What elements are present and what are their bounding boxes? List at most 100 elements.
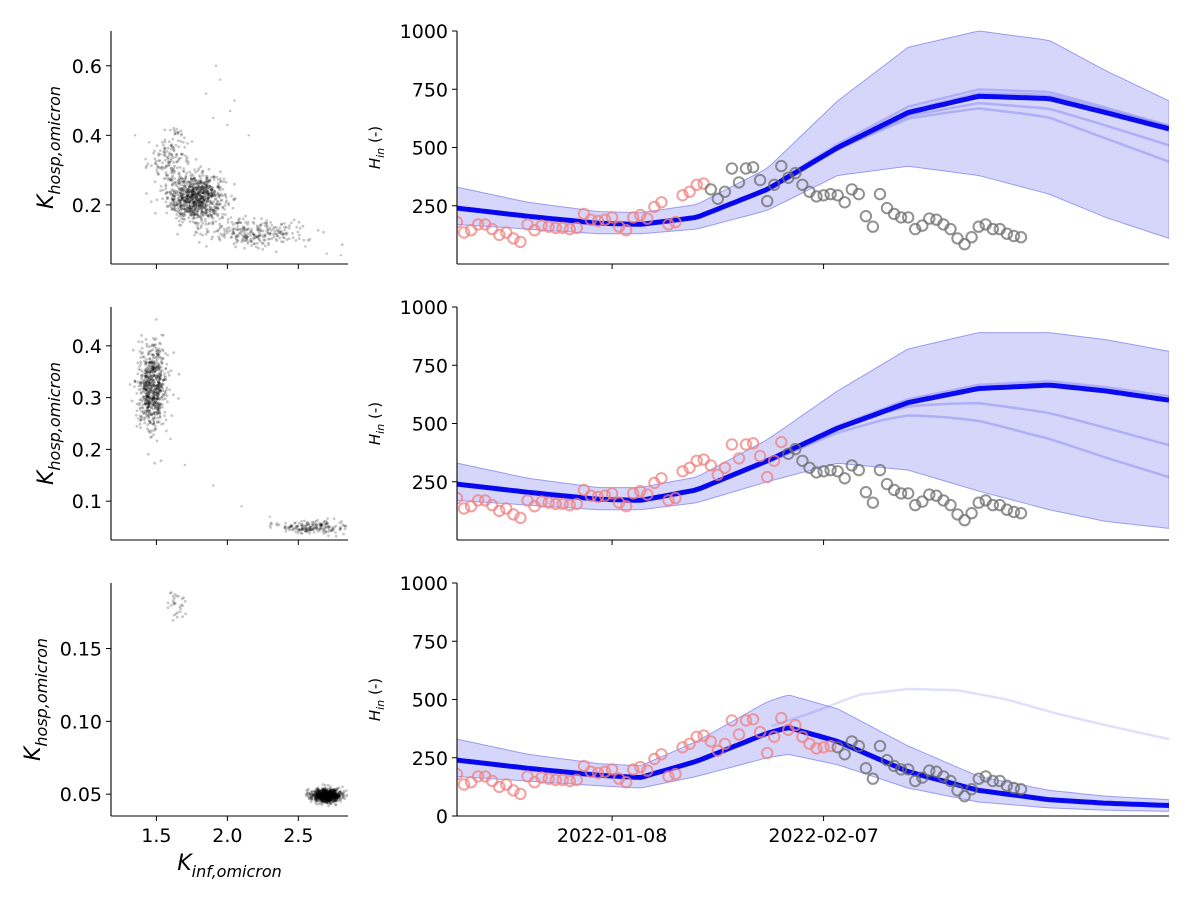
scatter-point <box>235 241 239 244</box>
scatter-point <box>152 353 155 357</box>
scatter-point <box>148 390 152 394</box>
scatter-point <box>249 231 252 235</box>
scatter-point <box>151 407 155 411</box>
scatter-point <box>150 376 154 380</box>
scatter-point <box>326 791 330 795</box>
scatter-point <box>143 377 147 380</box>
scatter-point <box>278 231 282 235</box>
scatter-point <box>200 224 203 228</box>
scatter-point <box>205 210 209 214</box>
scatter-point <box>337 793 341 796</box>
observed-fit-point <box>796 730 809 743</box>
scatter-point <box>176 207 179 210</box>
scatter-point <box>171 169 175 173</box>
scatter-point <box>147 409 151 412</box>
scatter-point <box>322 795 326 799</box>
scatter-point <box>322 230 325 234</box>
scatter-point <box>136 380 140 384</box>
scatter-point <box>152 384 155 387</box>
scatter-point <box>305 792 309 795</box>
scatter-point <box>146 385 150 389</box>
scatter-point <box>202 199 206 202</box>
scatter-point <box>335 795 338 799</box>
scatter-point <box>156 365 160 369</box>
scatter-point <box>185 194 189 197</box>
observed-test-point <box>902 487 915 500</box>
scatter-point <box>198 205 201 209</box>
scatter-point <box>208 184 212 188</box>
scatter-point <box>201 191 205 195</box>
scatter-point <box>202 199 206 203</box>
scatter-point <box>195 224 199 228</box>
scatter-point <box>152 390 156 394</box>
scatter-point <box>192 216 196 220</box>
scatter-point <box>303 519 306 523</box>
scatter-point <box>288 528 292 532</box>
scatter-point <box>297 528 300 532</box>
scatter-point <box>328 798 331 802</box>
scatter-point <box>216 203 219 207</box>
scatter-point <box>151 403 155 407</box>
scatter-point <box>144 381 148 384</box>
scatter-point <box>186 197 189 201</box>
scatter-point <box>250 244 254 248</box>
scatter-point <box>204 223 208 226</box>
observed-test-point <box>838 196 851 209</box>
scatter-point <box>321 794 324 797</box>
scatter-point <box>261 242 265 245</box>
scatter-point <box>190 195 194 199</box>
scatter-point <box>140 381 144 384</box>
scatter-point <box>164 173 168 177</box>
observed-fit-point <box>683 461 696 474</box>
observed-fit-point <box>732 728 746 741</box>
scatter-point <box>194 193 197 197</box>
scatter-point <box>333 796 337 799</box>
scatter-point <box>321 790 324 794</box>
scatter-point <box>146 390 150 393</box>
scatter-point <box>159 184 163 188</box>
scatter-point <box>172 198 176 201</box>
observed-test-point <box>944 774 957 788</box>
scatter-point <box>172 166 176 170</box>
scatter-point <box>204 92 208 95</box>
scatter-point <box>335 793 339 797</box>
scatter-point <box>329 792 333 796</box>
scatter-point <box>145 192 148 195</box>
scatter-point <box>215 229 219 233</box>
scatter-point <box>246 240 250 244</box>
scatter-point <box>199 226 203 230</box>
scatter-point <box>201 191 205 195</box>
scatter-point <box>260 217 263 221</box>
y-tick-label: 0.05 <box>60 784 102 806</box>
scatter-point <box>235 238 239 242</box>
scatter-point <box>146 374 149 378</box>
scatter-point <box>199 194 203 198</box>
scatter-point <box>179 201 183 205</box>
scatter-point <box>241 229 245 233</box>
scatter-point <box>204 183 208 186</box>
scatter-point <box>197 183 201 187</box>
scatter-point <box>328 791 332 795</box>
scatter-point <box>146 409 149 413</box>
observed-fit-point <box>584 765 598 778</box>
scatter-point <box>243 246 246 250</box>
scatter-point <box>194 195 198 199</box>
scatter-point <box>210 176 213 179</box>
scatter-point <box>330 796 334 800</box>
scatter-point <box>269 221 273 224</box>
scatter-point <box>313 793 317 797</box>
scatter-point <box>188 185 192 189</box>
scatter-point <box>172 191 176 194</box>
scatter-point <box>195 216 199 220</box>
scatter-point <box>191 197 195 201</box>
scatter-point <box>205 175 209 178</box>
scatter-point <box>332 794 335 798</box>
scatter-point <box>177 219 181 223</box>
scatter-point <box>326 796 329 800</box>
scatter-point <box>163 158 167 162</box>
scatter-point <box>144 394 148 398</box>
scatter-point <box>151 384 154 388</box>
scatter-point <box>319 797 323 801</box>
scatter-point <box>145 385 149 389</box>
scatter-point <box>156 383 160 387</box>
